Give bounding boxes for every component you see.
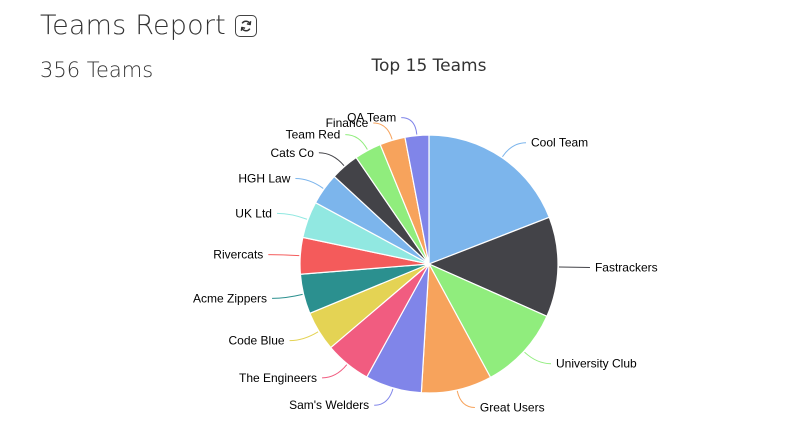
pie-label-great-users: Great Users [480, 400, 545, 414]
pie-connector-cool-team [502, 142, 527, 158]
pie-label-university-club: University Club [556, 357, 637, 371]
pie-label-cool-team: Cool Team [531, 136, 588, 150]
pie-label-uk-ltd: UK Ltd [235, 206, 272, 220]
pie-label-cats-co: Cats Co [271, 146, 315, 160]
pie-label-qa-team: QA Team [347, 111, 396, 125]
pie-label-finance: Finance [326, 116, 369, 130]
pie-label-code-blue: Code Blue [229, 334, 285, 348]
pie-connector-hgh-law [295, 178, 324, 189]
pie-connector-finance [373, 122, 393, 140]
pie-connector-the-engineers [322, 364, 348, 379]
pie-connector-rivercats [268, 254, 300, 257]
pie-slice-university-club[interactable] [427, 262, 548, 379]
pie-label-rivercats: Rivercats [213, 248, 263, 262]
pie-connector-sam-s-welders [374, 388, 394, 406]
pie-connector-great-users [456, 390, 475, 408]
refresh-icon [240, 20, 252, 32]
page-title: Teams Report [40, 10, 226, 41]
chart-title: Top 15 Teams [371, 56, 487, 76]
pie-connector-code-blue [289, 331, 319, 342]
pie-slice-qa-team[interactable] [404, 134, 430, 265]
pie-connector-cats-co [318, 152, 345, 166]
team-count: 356 Teams [40, 58, 154, 82]
pie-label-the-engineers: The Engineers [239, 371, 317, 385]
page-header: Teams Report [40, 6, 257, 46]
pie-connector-qa-team [401, 117, 418, 135]
pie-label-sam-s-welders: Sam's Welders [289, 398, 369, 412]
pie-label-hgh-law: HGH Law [238, 172, 290, 186]
pie-label-acme-zippers: Acme Zippers [193, 291, 267, 305]
refresh-button[interactable] [234, 15, 257, 37]
pie-connector-acme-zippers [272, 293, 303, 299]
pie-label-fastrackers: Fastrackers [595, 260, 658, 274]
pie-label-team-red: Team Red [286, 128, 341, 142]
pie-connector-uk-ltd [276, 212, 308, 220]
pie-connector-team-red [345, 134, 368, 150]
pie-connector-university-club [524, 351, 552, 365]
pie-slice-fastrackers[interactable] [427, 216, 559, 318]
pie-slice-cool-team[interactable] [428, 134, 551, 265]
